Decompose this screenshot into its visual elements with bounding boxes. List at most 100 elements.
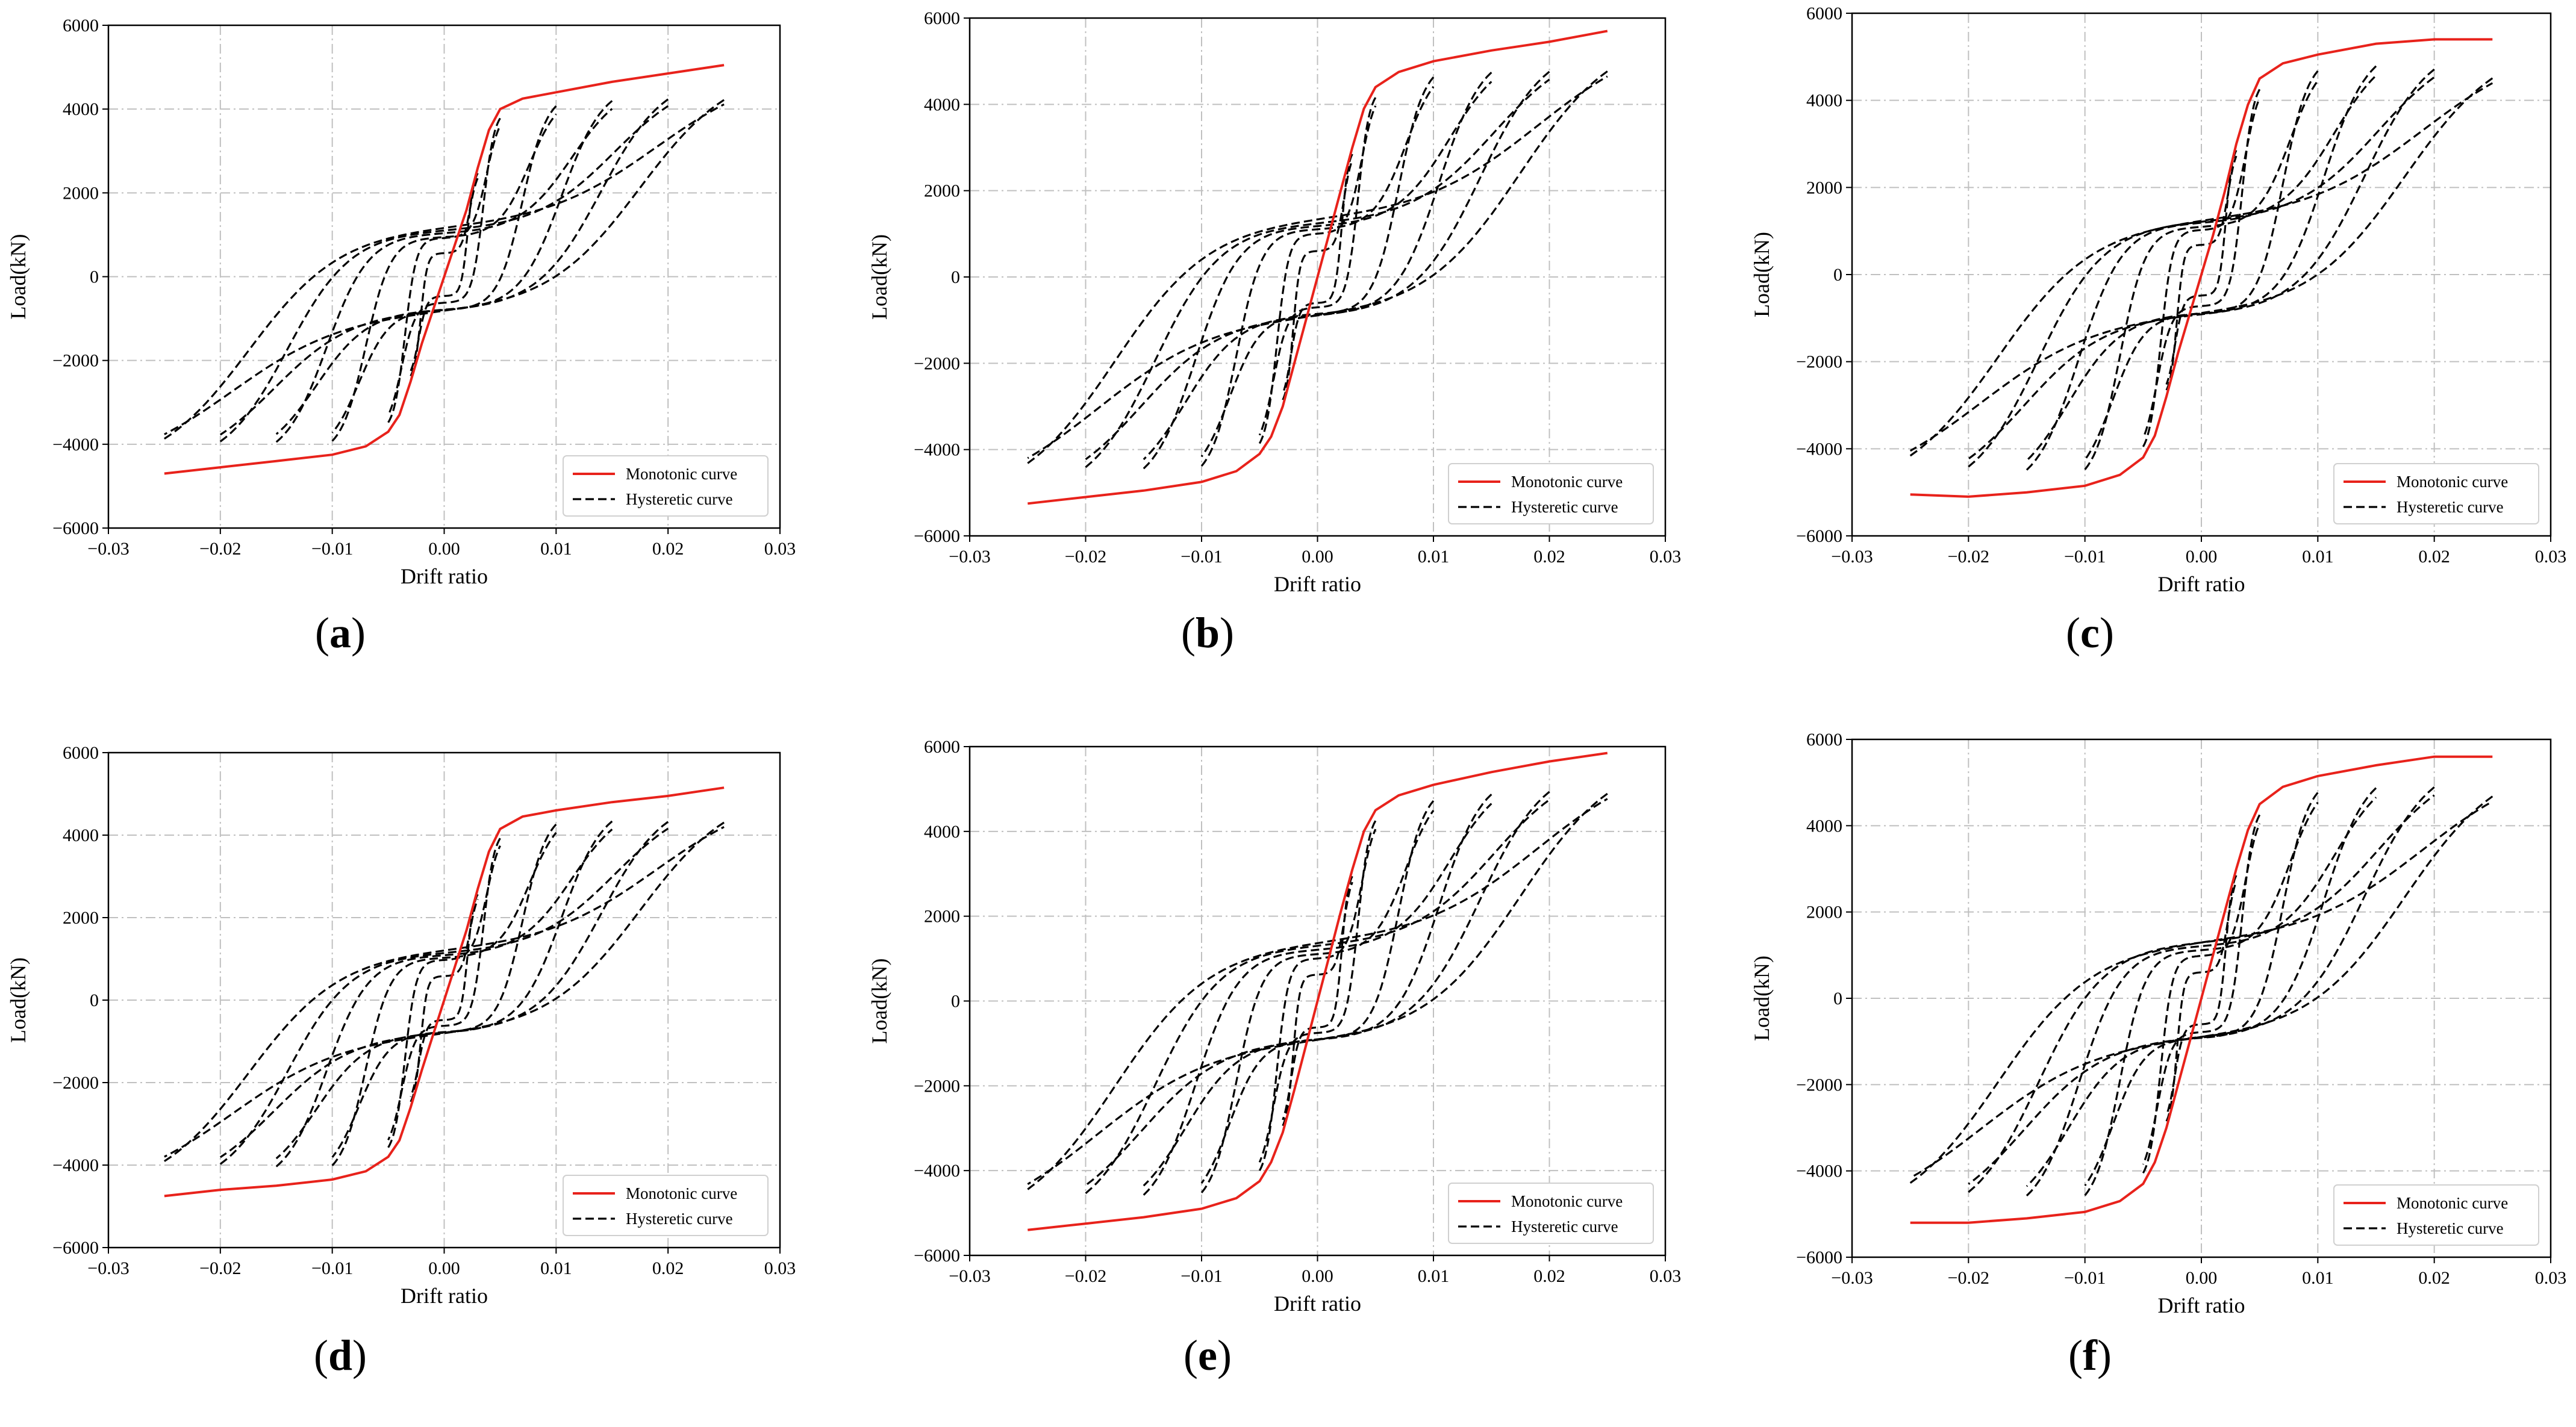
y-tick-label: −6000 <box>914 526 960 546</box>
hysteretic-loop-down <box>2026 787 2377 1187</box>
y-tick-label: −4000 <box>1796 1161 1842 1181</box>
y-tick-label: 4000 <box>1806 91 1842 111</box>
monotonic-curve <box>1910 38 2493 498</box>
hysteretic-loop-up <box>2165 881 2238 1122</box>
hysteretic-loop-up <box>1968 76 2435 468</box>
x-tick-label: −0.03 <box>1831 547 1873 567</box>
hysteretic-loop-down <box>2142 814 2261 1165</box>
legend-box <box>1448 1183 1654 1244</box>
legend-label-hysteretic: Hysteretic curve <box>626 490 733 508</box>
y-tick-label: 2000 <box>924 181 960 201</box>
hysteretic-loop-up <box>2026 797 2377 1197</box>
legend-box <box>2333 1184 2539 1246</box>
hysteretic-loop-down <box>219 821 669 1158</box>
hysteretic-loop-up <box>1282 881 1353 1127</box>
hysteretic-loop-up <box>1085 78 1550 468</box>
y-tick-label: −2000 <box>914 1076 960 1096</box>
legend-box <box>2333 463 2539 524</box>
x-tick-label: 0.02 <box>1533 547 1565 567</box>
hysteretic-loop-down <box>275 820 613 1160</box>
hysteretic-loop-up <box>164 825 725 1162</box>
grid <box>970 747 1665 1255</box>
panel-caption-d: (d) <box>313 1331 367 1379</box>
hysteretic-loop-up <box>1143 803 1492 1196</box>
hysteretic-loop-up <box>1282 160 1353 400</box>
hysteretic-loop-down <box>331 824 557 1158</box>
hysteretic-loop-up <box>410 177 479 377</box>
y-axis-label: Load(kN) <box>867 959 891 1044</box>
x-tick-label: 0.00 <box>428 1258 460 1278</box>
grid <box>970 18 1665 536</box>
y-axis-label: Load(kN) <box>1750 956 1774 1041</box>
hysteretic-loop-up <box>1200 809 1435 1193</box>
x-tick-label: 0.02 <box>2418 547 2450 567</box>
legend-label-hysteretic: Hysteretic curve <box>626 1210 733 1228</box>
legend-label-monotonic: Monotonic curve <box>2397 1194 2508 1212</box>
hysteretic-loop-down <box>1143 72 1492 461</box>
monotonic-curve <box>1028 30 1608 505</box>
hysteretic-loop-down <box>1200 76 1435 458</box>
y-tick-label: 6000 <box>63 743 99 763</box>
y-tick-label: 6000 <box>63 16 99 36</box>
y-tick-label: 2000 <box>1806 178 1842 197</box>
hysteretic-loop-up <box>331 832 557 1166</box>
hysteretic-series <box>1027 70 1608 470</box>
hysteretic-loop-up <box>1258 829 1377 1171</box>
legend-label-monotonic: Monotonic curve <box>1511 473 1623 491</box>
y-tick-label: −2000 <box>1796 1075 1842 1095</box>
y-tick-label: 2000 <box>63 183 99 203</box>
hysteretic-loop-up <box>1085 798 1550 1195</box>
legend-label-hysteretic: Hysteretic curve <box>1511 498 1618 516</box>
y-tick-label: −2000 <box>52 351 99 371</box>
hysteretic-loop-up <box>1143 81 1492 470</box>
panel-caption-f: (f) <box>2068 1331 2112 1379</box>
x-axis-label: Drift ratio <box>1274 572 1361 596</box>
x-tick-label: 0.01 <box>1418 1266 1450 1286</box>
legend: Monotonic curve Hysteretic curve <box>1448 463 1654 524</box>
x-tick-label: 0.03 <box>2535 547 2567 567</box>
hysteretic-loop-down <box>1282 875 1353 1121</box>
y-tick-label: 4000 <box>63 825 99 845</box>
x-axis-label: Drift ratio <box>401 564 488 588</box>
legend-label-monotonic: Monotonic curve <box>626 465 737 483</box>
hysteretic-loop-up <box>410 898 479 1102</box>
x-tick-label: −0.02 <box>1065 1266 1106 1286</box>
x-tick-label: −0.01 <box>1180 1266 1222 1286</box>
x-axis-label: Drift ratio <box>401 1284 488 1308</box>
x-tick-label: 0.00 <box>1302 1266 1333 1286</box>
hysteretic-loop-up <box>1909 800 2493 1184</box>
legend-label-monotonic: Monotonic curve <box>1511 1192 1623 1210</box>
x-tick-label: −0.01 <box>2064 1268 2106 1288</box>
legend: Monotonic curve Hysteretic curve <box>2333 463 2539 524</box>
panel-caption-e: (e) <box>1184 1331 1232 1379</box>
y-tick-label: 0 <box>951 267 960 287</box>
legend-label-hysteretic: Hysteretic curve <box>2397 1219 2504 1237</box>
x-tick-label: 0.01 <box>2302 547 2334 567</box>
panel-caption-a: (a) <box>315 609 366 657</box>
hysteretic-loop-down <box>1968 68 2435 460</box>
y-tick-label: −4000 <box>914 440 960 460</box>
hysteretic-loop-down <box>387 838 501 1141</box>
hysteretic-series <box>164 98 725 443</box>
y-tick-label: 4000 <box>924 822 960 842</box>
hysteretic-loop-down <box>164 821 725 1158</box>
hysteretic-loop-down <box>1282 154 1353 394</box>
y-tick-label: −4000 <box>52 1155 99 1175</box>
y-tick-label: 0 <box>1833 989 1842 1009</box>
x-axis-label: Drift ratio <box>1274 1292 1361 1316</box>
x-tick-label: 0.02 <box>1533 1266 1565 1286</box>
legend: Monotonic curve Hysteretic curve <box>2333 1184 2539 1246</box>
y-axis-label: Load(kN) <box>1750 232 1774 317</box>
hysteretic-loop-up <box>1200 85 1435 467</box>
legend-label-monotonic: Monotonic curve <box>2397 473 2508 491</box>
hysteretic-loop-up <box>1968 794 2435 1193</box>
y-tick-label: 0 <box>90 267 99 287</box>
y-tick-label: −2000 <box>52 1073 99 1093</box>
hysteretic-loop-down <box>1200 800 1435 1184</box>
legend: Monotonic curve Hysteretic curve <box>563 455 769 517</box>
y-tick-label: −2000 <box>1796 352 1842 372</box>
hysteretic-loop-down <box>2165 875 2238 1116</box>
